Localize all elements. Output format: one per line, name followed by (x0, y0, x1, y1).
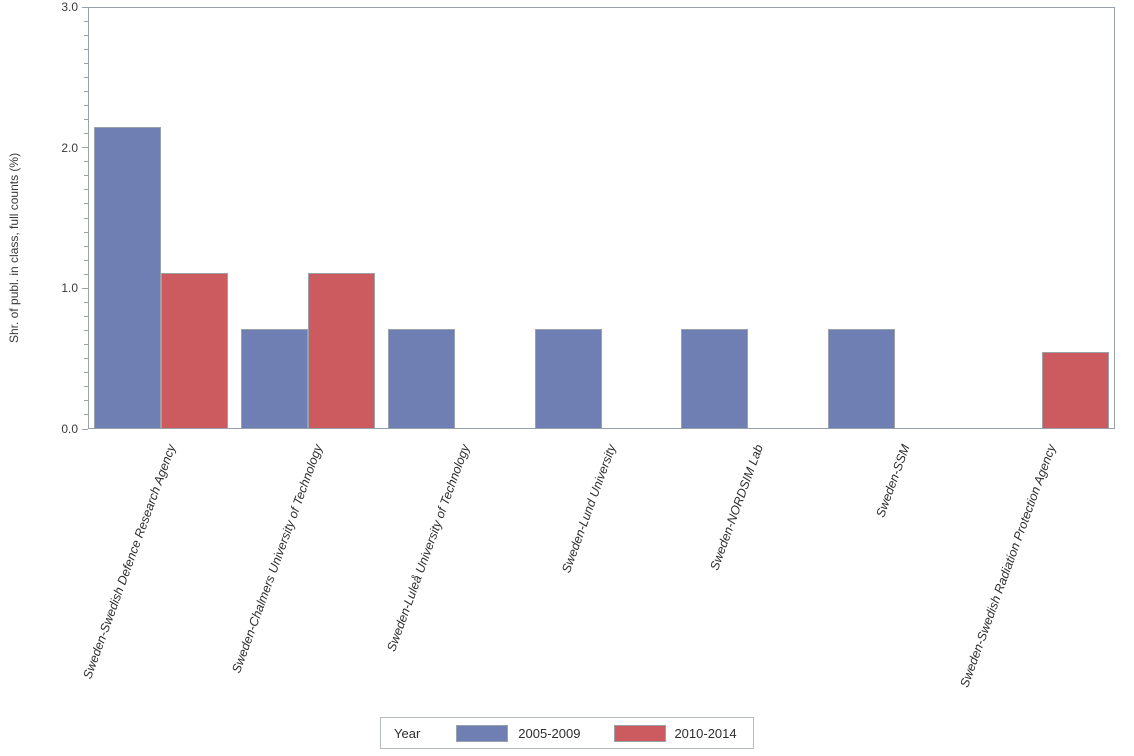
bar-2005-2009-cat5 (681, 329, 749, 429)
bar-2005-2009-cat6 (827, 329, 895, 429)
category-label: Sweden-Luleå University of Technology (383, 442, 473, 654)
y-tick-minor (84, 315, 88, 317)
y-tick-major (82, 287, 88, 289)
y-tick-minor (84, 358, 88, 360)
category-label: Sweden-Swedish Defence Research Agency (80, 442, 179, 681)
y-tick-minor (84, 175, 88, 177)
y-axis-title: Shr. of publ. in class, full counts (%) (7, 152, 21, 343)
y-tick-minor (84, 48, 88, 50)
y-tick-major (82, 147, 88, 149)
y-tick-minor (84, 161, 88, 163)
y-tick-major (82, 6, 88, 8)
bar-2005-2009-cat2 (241, 329, 309, 429)
y-tick-minor (84, 372, 88, 374)
y-tick-minor (84, 34, 88, 36)
legend-swatch-2010-2014 (614, 724, 667, 742)
bar-2005-2009-cat4 (534, 329, 602, 429)
bar-2010-2014-cat1 (161, 273, 229, 429)
y-tick-label: 3.0 (61, 0, 78, 14)
y-tick-minor (84, 203, 88, 205)
category-label: Sweden-Chalmers University of Technology (229, 442, 326, 675)
category-label: Sweden-SSM (872, 442, 913, 520)
y-tick-minor (84, 231, 88, 233)
y-tick-minor (84, 386, 88, 388)
y-tick-minor (84, 400, 88, 402)
legend-swatch-2005-2009 (456, 724, 509, 742)
legend-title: Year (394, 725, 421, 741)
y-tick-label: 1.0 (61, 281, 78, 296)
y-tick-minor (84, 76, 88, 78)
y-tick-minor (84, 104, 88, 106)
y-tick-minor (84, 344, 88, 346)
bar-2010-2014-cat7 (1041, 352, 1109, 429)
y-tick-minor (84, 217, 88, 219)
category-label: Sweden-Swedish Radiation Protection Agen… (957, 442, 1059, 690)
y-tick-label: 0.0 (61, 422, 78, 436)
y-tick-minor (84, 301, 88, 303)
bar-2005-2009-cat3 (387, 329, 455, 429)
y-tick-minor (84, 90, 88, 92)
y-tick-minor (84, 414, 88, 416)
legend: Year 2005-2009 2010-2014 (380, 717, 754, 749)
bar-2010-2014-cat2 (308, 273, 376, 429)
category-label: Sweden-Lund University (559, 442, 619, 575)
y-tick-minor (84, 119, 88, 121)
y-tick-minor (84, 259, 88, 261)
bar-2005-2009-cat1 (94, 127, 162, 429)
legend-label-2005-2009: 2005-2009 (518, 725, 581, 741)
y-tick-minor (84, 245, 88, 247)
y-tick-minor (84, 133, 88, 135)
y-tick-minor (84, 273, 88, 275)
y-tick-minor (84, 20, 88, 22)
y-tick-minor (84, 330, 88, 332)
y-tick-minor (84, 189, 88, 191)
legend-label-2010-2014: 2010-2014 (674, 725, 737, 741)
category-label: Sweden-NORDSIM Lab (706, 442, 766, 573)
y-tick-minor (84, 62, 88, 64)
y-tick-major (82, 428, 88, 430)
y-tick-label: 2.0 (61, 140, 78, 155)
